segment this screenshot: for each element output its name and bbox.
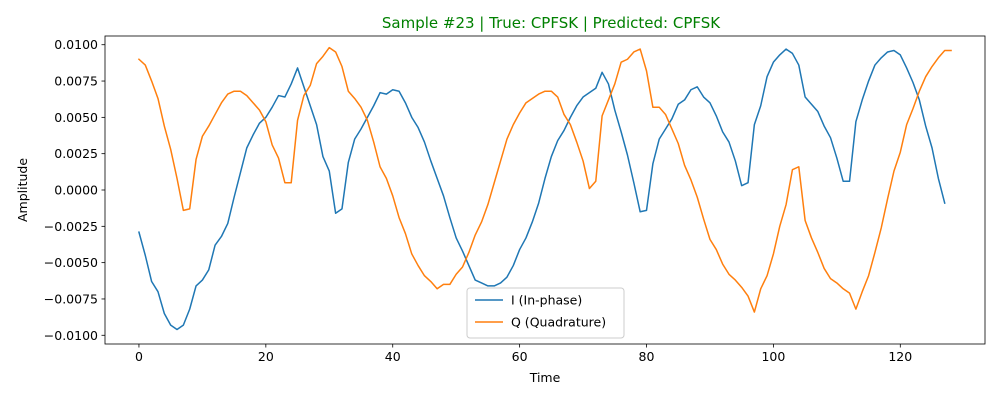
y-tick-label: 0.0025 [54,146,98,161]
x-tick-label: 80 [639,349,655,364]
series-line-i [138,48,946,331]
y-tick-label: 0.0100 [54,37,98,52]
x-tick-label: 20 [258,349,274,364]
y-tick-label: −0.0050 [44,255,98,270]
y-tick-label: −0.0025 [44,219,98,234]
legend-label: Q (Quadrature) [511,315,606,330]
x-tick-label: 120 [888,349,912,364]
legend-box [466,287,625,339]
legend-label: I (In-phase) [511,293,582,308]
y-tick-label: 0.0000 [54,183,98,198]
y-tick-label: 0.0050 [54,110,98,125]
plot-area: 0 20 40 60 80 100 120 −0.0100 −0.0075 −0.0050 −0.0… [44,35,986,364]
x-tick-label: 100 [761,349,785,364]
x-axis-label: Time [529,370,561,385]
y-tick-label: −0.0100 [44,328,98,343]
x-tick-label: 60 [512,349,528,364]
x-tick-label: 40 [385,349,401,364]
x-tick-label: 0 [135,349,143,364]
y-tick-label: 0.0075 [54,74,98,89]
y-tick-label: −0.0075 [44,291,98,306]
legend: I (In-phase) Q (Quadrature) [466,287,625,339]
series-line-q [137,46,952,313]
chart-title: Sample #23 | True: CPFSK | Predicted: CP… [382,14,721,32]
y-axis-label: Amplitude [15,158,30,222]
